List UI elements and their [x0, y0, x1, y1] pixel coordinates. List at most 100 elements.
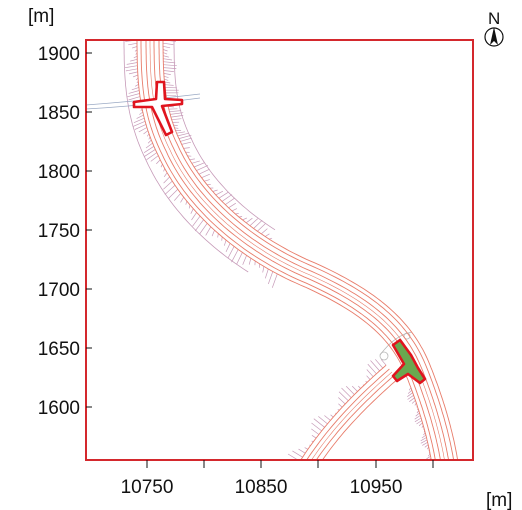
hatch-stroke: [318, 416, 328, 425]
hatch-stroke: [147, 139, 152, 144]
hatch-stroke: [180, 137, 192, 142]
hatch-stroke: [131, 87, 140, 91]
hatch-stroke: [192, 215, 201, 227]
branch-line-2: [315, 374, 395, 460]
hatch-stroke: [231, 208, 238, 212]
hatch-stroke: [366, 375, 371, 380]
map-frame: [85, 39, 474, 461]
hatch-stroke: [199, 223, 208, 235]
hatch-stroke: [245, 217, 253, 224]
hatch-stroke: [407, 395, 414, 400]
hatch-stroke: [415, 412, 420, 417]
hatch-stroke: [338, 397, 346, 405]
hatch-stroke: [375, 359, 384, 369]
hatch-stroke: [124, 65, 138, 69]
hatch-stroke: [267, 271, 274, 285]
hatch-stroke: [163, 75, 169, 78]
hatch-stroke: [163, 37, 176, 38]
hatch-stroke: [163, 180, 173, 190]
hatch-stroke: [128, 96, 141, 101]
hatch-stroke: [351, 385, 358, 392]
north-arrow: N: [484, 9, 504, 47]
hatch-stroke: [181, 141, 191, 145]
road-line-7: [136, 40, 432, 460]
road-line-2: [158, 40, 455, 460]
hatch-stroke: [414, 415, 421, 420]
hatch-stroke: [174, 127, 179, 129]
hatch-stroke: [163, 70, 174, 72]
branch-line-3: [311, 371, 393, 460]
hatch-stroke: [211, 230, 215, 237]
hatch-stroke: [133, 117, 145, 124]
road-line-5: [145, 40, 441, 460]
hatch-stroke: [163, 55, 169, 58]
hatch-stroke: [163, 67, 177, 69]
y-axis-unit-label: [m]: [28, 6, 54, 27]
hatch-stroke: [426, 463, 431, 466]
hatch-stroke: [218, 192, 229, 199]
hatch-stroke: [135, 83, 139, 87]
hatch-stroke: [248, 258, 252, 265]
hatch-stroke: [128, 71, 138, 75]
hatch-stroke: [330, 414, 334, 418]
hatch-stroke: [130, 58, 138, 62]
hatch-stroke: [257, 223, 266, 232]
branch-road-alignment: [300, 364, 399, 460]
hatch-stroke: [411, 400, 416, 404]
y-tick-label-1900: 1900: [38, 44, 80, 65]
y-tick-label-1700: 1700: [38, 280, 80, 301]
hatch-stroke: [338, 403, 343, 408]
hatch-stroke: [191, 212, 197, 221]
y-tick-label-1800: 1800: [38, 162, 80, 183]
y-tick-label-1850: 1850: [38, 103, 80, 124]
hatch-stroke: [170, 115, 184, 118]
hatch-stroke: [125, 68, 138, 72]
hatch-stroke: [134, 124, 147, 130]
x-tick-label-10750: 10750: [121, 477, 174, 498]
hatch-stroke: [145, 142, 153, 149]
hatch-stroke: [143, 146, 155, 153]
hatch-stroke: [345, 386, 355, 395]
hatch-stroke: [143, 130, 149, 135]
hatch-stroke: [132, 120, 146, 127]
hatch-stroke: [298, 448, 306, 454]
branch-line-5: [300, 364, 387, 460]
hatch-stroke: [236, 252, 243, 265]
hatch-stroke: [324, 415, 331, 421]
hatch-stroke: [426, 456, 431, 460]
branch-line-1: [321, 378, 399, 460]
hatch-stroke: [221, 194, 233, 202]
hatch-stroke: [180, 197, 184, 203]
hatch-stroke: [163, 30, 172, 32]
hatch-stroke: [162, 45, 171, 49]
hatch-stroke: [183, 147, 190, 149]
hatch-stroke: [185, 201, 188, 205]
hatch-stroke: [136, 114, 144, 119]
hatch-stroke: [407, 389, 413, 394]
footprint-cross-upper: [132, 80, 184, 137]
hatch-stroke: [173, 124, 178, 126]
embankment-hatching: [123, 30, 432, 469]
hatch-stroke: [162, 49, 168, 52]
hatch-stroke: [201, 173, 210, 179]
hatch-stroke: [164, 78, 169, 81]
hatch-stroke: [143, 149, 156, 157]
hatch-stroke: [370, 360, 380, 372]
hatch-stroke: [150, 155, 159, 162]
hatch-stroke: [418, 422, 423, 427]
hatch-stroke: [163, 61, 176, 64]
hatch-stroke: [431, 467, 432, 469]
hatch-stroke: [189, 158, 195, 161]
hatch-stroke: [169, 110, 182, 113]
hatch-stroke: [221, 236, 223, 241]
hatch-stroke: [311, 422, 322, 432]
hatch-stroke: [265, 233, 270, 237]
y-tick-label-1650: 1650: [38, 339, 80, 360]
hatch-stroke: [163, 172, 168, 178]
hatch-stroke: [304, 447, 309, 450]
hatch-stroke: [212, 189, 218, 192]
hatch-stroke: [174, 193, 181, 201]
y-tick-label-1750: 1750: [38, 221, 80, 242]
hatch-stroke: [414, 417, 422, 423]
